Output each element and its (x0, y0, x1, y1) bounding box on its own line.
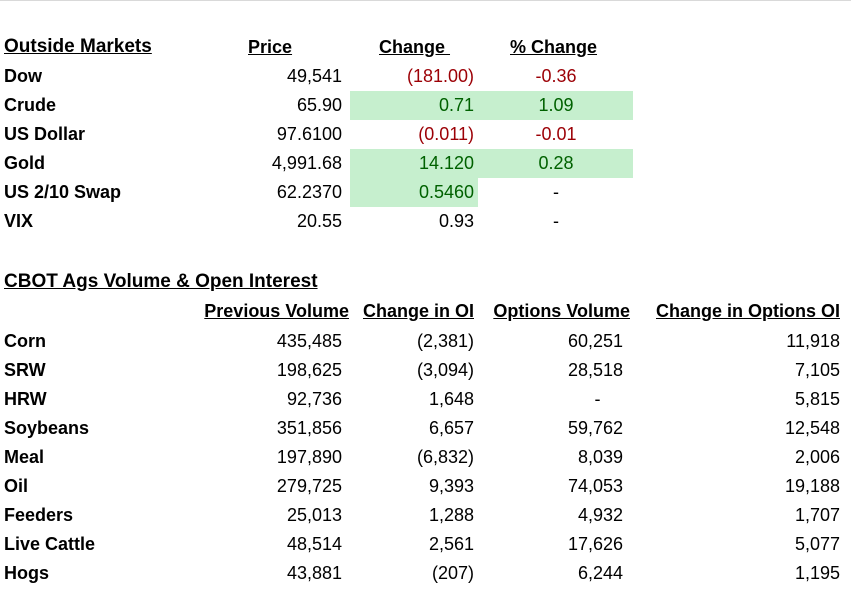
change-in-oi: (3,094) (416, 360, 474, 380)
market-name: Dow (4, 66, 42, 86)
commodity-name: Hogs (4, 563, 49, 583)
previous-volume-header: Previous Volume (204, 301, 349, 321)
highlight-change (350, 178, 478, 207)
change-in-oi: 1,648 (428, 389, 474, 409)
commodity-name: Feeders (4, 505, 74, 525)
previous-volume: 198,625 (276, 360, 342, 380)
change-in-oi: 6,657 (428, 418, 474, 438)
market-price: 65.90 (296, 95, 342, 115)
options-volume-header: Options Volume (493, 301, 630, 321)
change-in-oi: (207) (431, 563, 474, 583)
market-price: 4,991.68 (271, 153, 342, 173)
highlight-pct-change (478, 149, 633, 178)
commodity-name: Oil (4, 476, 29, 496)
previous-volume: 279,725 (276, 476, 342, 496)
options-volume: 8,039 (577, 447, 623, 467)
market-pct-change: -0.36 (535, 66, 577, 86)
previous-volume: 43,881 (286, 563, 342, 583)
market-name: US Dollar (4, 124, 86, 144)
sheet-top-border (0, 0, 851, 1)
change-in-oi: 9,393 (428, 476, 474, 496)
market-name: Crude (4, 95, 57, 115)
change-in-options-oi: 5,077 (794, 534, 840, 554)
market-price: 62.2370 (276, 182, 342, 202)
previous-volume: 197,890 (276, 447, 342, 467)
options-volume: 59,762 (567, 418, 623, 438)
market-pct-change: - (553, 211, 559, 231)
change-header: Change (379, 37, 451, 57)
market-pct-change: - (553, 182, 559, 202)
options-volume: 6,244 (577, 563, 623, 583)
change-in-oi: 2,561 (428, 534, 474, 554)
commodity-name: HRW (4, 389, 47, 409)
change-in-oi: (2,381) (416, 331, 474, 351)
previous-volume: 48,514 (286, 534, 342, 554)
previous-volume: 92,736 (286, 389, 342, 409)
change-in-options-oi: 12,548 (784, 418, 840, 438)
commodity-name: Soybeans (4, 418, 90, 438)
cbot-ags-title: CBOT Ags Volume & Open Interest (4, 271, 318, 292)
market-price: 97.6100 (276, 124, 342, 144)
change-in-options-oi: 11,918 (786, 331, 840, 351)
market-change: 0.93 (438, 211, 474, 231)
pct-change-header: % Change (510, 37, 598, 57)
change-in-options-oi: 5,815 (794, 389, 840, 409)
commodity-name: Corn (4, 331, 46, 351)
market-pct-change: 1.09 (538, 95, 574, 115)
options-volume: 17,626 (567, 534, 623, 554)
price-header: Price (248, 37, 293, 57)
market-change: 0.5460 (418, 182, 474, 202)
change-in-oi: (6,832) (416, 447, 474, 467)
market-pct-change: -0.01 (535, 124, 577, 144)
outside-markets-title: Outside Markets (4, 36, 152, 57)
market-change: 0.71 (438, 95, 474, 115)
market-price: 49,541 (286, 66, 342, 86)
market-name: VIX (4, 211, 34, 231)
market-price: 20.55 (296, 211, 342, 231)
change-in-options-oi: 2,006 (794, 447, 840, 467)
change-in-options-oi: 1,195 (794, 563, 840, 583)
options-volume: - (594, 389, 601, 409)
market-change: (0.011) (418, 124, 474, 144)
options-volume: 60,251 (567, 331, 623, 351)
change-in-options-oi-header: Change in Options OI (656, 301, 840, 321)
market-change: (181.00) (406, 66, 474, 86)
highlight-change (350, 91, 478, 120)
commodity-name: SRW (4, 360, 46, 380)
change-in-options-oi: 7,105 (794, 360, 840, 380)
market-change: 14.120 (418, 153, 474, 173)
options-volume: 74,053 (567, 476, 623, 496)
change-in-options-oi: 19,188 (784, 476, 840, 496)
market-pct-change: 0.28 (538, 153, 574, 173)
market-name: Gold (4, 153, 45, 173)
commodity-name: Live Cattle (4, 534, 96, 554)
options-volume: 28,518 (567, 360, 623, 380)
change-in-oi-header: Change in OI (362, 301, 474, 321)
change-in-options-oi: 1,707 (794, 505, 840, 525)
commodity-name: Meal (4, 447, 45, 467)
options-volume: 4,932 (577, 505, 623, 525)
highlight-change (350, 149, 478, 178)
market-name: US 2/10 Swap (4, 182, 122, 202)
change-in-oi: 1,288 (428, 505, 474, 525)
highlight-pct-change (478, 91, 633, 120)
previous-volume: 25,013 (286, 505, 342, 525)
previous-volume: 435,485 (276, 331, 342, 351)
previous-volume: 351,856 (276, 418, 342, 438)
